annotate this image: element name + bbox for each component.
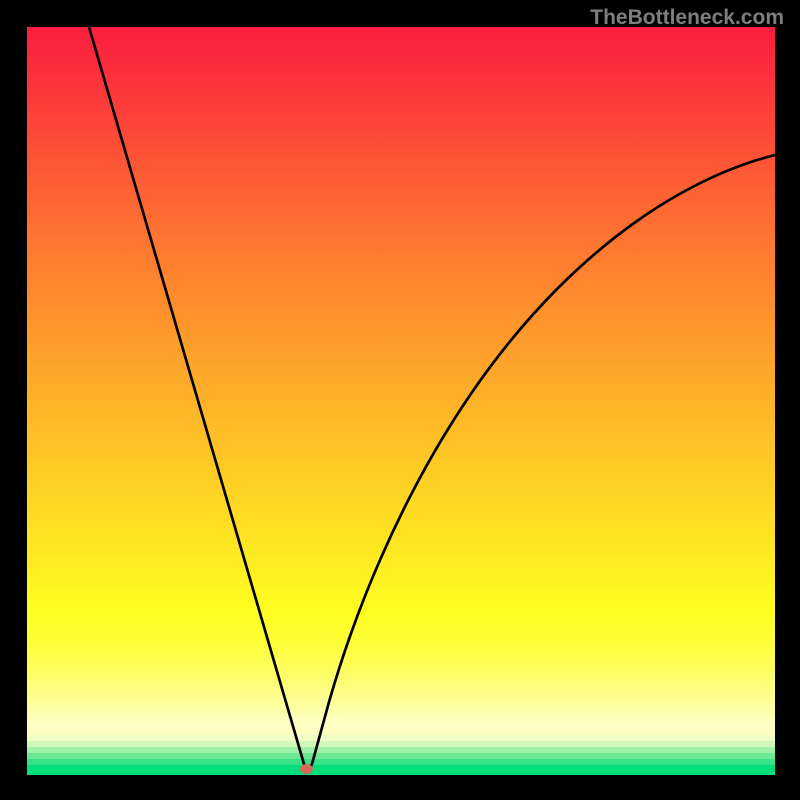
optimal-point-marker xyxy=(300,764,313,774)
watermark-text: TheBottleneck.com xyxy=(590,6,784,30)
curve-left-branch xyxy=(89,27,312,768)
bottleneck-curve xyxy=(27,27,775,775)
curve-right-branch xyxy=(312,155,775,764)
